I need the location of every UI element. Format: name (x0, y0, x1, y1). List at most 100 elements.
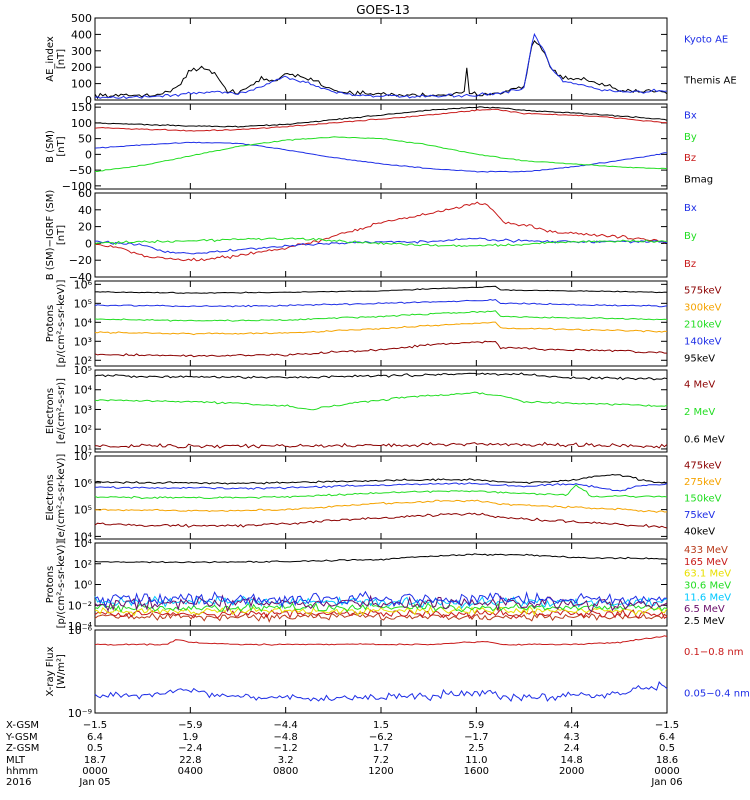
series-line (94, 635, 668, 646)
footer-row-label: X-GSM (6, 720, 39, 731)
panel-6: 10⁴ 10⁵ 10⁶ 10⁷ Electrons [e/(cm²-s-sr-keV)] 4… (45, 450, 722, 543)
footer-value: 0800 (273, 766, 298, 777)
legend-entry: 575keV (684, 286, 722, 297)
legend-entry: 40keV (684, 527, 715, 538)
series-line (94, 590, 668, 609)
series-line (94, 612, 668, 623)
y-tick-label: 10² (74, 423, 92, 436)
panel-3: −40 −20 0 20 40 60 B (SM)−IGRF (SM) [nT] Bx By Bz (45, 187, 697, 284)
y-axis-label: Electrons (45, 388, 56, 434)
series-line (94, 106, 668, 128)
panel-frame (94, 280, 668, 367)
series-line (94, 340, 667, 358)
legend-entry: By (684, 231, 697, 242)
y-tick-label: 100 (71, 117, 92, 130)
legend-entry: By (684, 132, 697, 143)
footer-value: 0000 (82, 766, 107, 777)
y-axis-label: Electrons (45, 474, 56, 520)
legend-entry: 2.5 MeV (684, 616, 725, 627)
series-line (94, 108, 668, 132)
footer-value: 2.4 (564, 743, 580, 754)
y-tick-label: 10¹ (74, 443, 92, 456)
footer-value: 14.8 (561, 755, 583, 766)
panel-1: 0 100 200 300 400 500 AE_index [nT] Kyoto AE Them… (45, 12, 737, 107)
y-tick-label: 10² (74, 558, 92, 571)
panel-frame (94, 17, 668, 101)
y-axis-label: [p/(cm²-s-sr-keV)] (56, 280, 67, 368)
footer-value: 6.4 (659, 732, 675, 743)
series-line (94, 237, 668, 248)
footer-value: 0.5 (659, 743, 675, 754)
panel-2: −100 −50 0 50 100 150 B (SM) [nT] Bx By Bz Bmag (45, 101, 713, 193)
y-tick-label: 0 (85, 148, 92, 161)
footer-row-label: Z-GSM (6, 743, 39, 754)
series-line (94, 298, 668, 308)
legend-entry: 0.05−0.4 nm (684, 688, 750, 699)
y-tick-label: 10² (74, 354, 92, 367)
legend-entry: Bz (684, 153, 696, 164)
y-axis-label: [nT] (56, 136, 67, 156)
y-tick-label: 10³ (74, 335, 92, 348)
panel-7: 10⁻⁴ 10⁻² 10⁰ 10² 10⁴ Protons [p/(cm²-s-sr-keV… (45, 537, 731, 633)
y-tick-label: 10⁴ (74, 384, 93, 397)
series-line (94, 285, 668, 294)
legend-entry: 475keV (684, 460, 722, 471)
y-tick-label: 0 (85, 237, 92, 250)
y-tick-label: 10⁻⁹ (68, 707, 92, 720)
y-tick-label: 300 (71, 45, 92, 58)
footer-value: −1.5 (83, 720, 107, 731)
footer-row-label: MLT (6, 755, 26, 766)
footer-value: 2.5 (468, 743, 484, 754)
footer-value: 7.2 (373, 755, 389, 766)
footer-row-label: Y-GSM (5, 732, 38, 743)
footer-value: −1.5 (655, 720, 679, 731)
series-line (94, 391, 668, 411)
series-line (94, 201, 668, 262)
y-axis-label: B (SM) (45, 130, 56, 163)
footer-value: 22.8 (179, 755, 201, 766)
legend-entry: 6.5 MeV (684, 604, 725, 615)
y-axis-label: [p/(cm²-s-sr-keV)] (56, 541, 67, 629)
legend-entry: 165 MeV (684, 557, 728, 568)
legend-entry: 75keV (684, 510, 715, 521)
y-axis-label: [e/(cm²-s-sr-keV)] (56, 454, 67, 542)
footer-value: 3.2 (278, 755, 294, 766)
legend-entry: Kyoto AE (684, 35, 728, 46)
panel-frame (94, 192, 668, 278)
legend-entry: Bmag (684, 174, 713, 185)
series-line (94, 595, 668, 610)
series-line (94, 482, 668, 492)
y-tick-label: 10⁻⁶ (68, 624, 93, 637)
y-tick-label: −50 (69, 164, 92, 177)
footer-value: 1.7 (373, 743, 389, 754)
footer-value: −6.2 (369, 732, 393, 743)
chart-title: GOES-13 (356, 3, 410, 17)
y-tick-label: 150 (71, 101, 92, 114)
y-tick-label: 10³ (74, 403, 92, 416)
panel-frame (94, 369, 668, 453)
legend-entry: 4 MeV (684, 380, 715, 391)
footer-value: 2000 (559, 766, 584, 777)
y-axis-label: [e/(cm²-s-sr)] (56, 378, 67, 444)
y-tick-label: 10⁴ (74, 537, 93, 550)
series-line (94, 681, 668, 702)
legend-entry: 2 MeV (684, 407, 715, 418)
y-tick-label: −40 (69, 271, 92, 284)
legend-entry: 30.6 MeV (684, 581, 731, 592)
y-axis-label: AE_index (45, 36, 56, 82)
panel-frame (94, 103, 668, 190)
legend-entry: 0.6 MeV (684, 434, 725, 445)
footer-value: 0.5 (87, 743, 103, 754)
y-tick-label: 10⁻² (68, 599, 92, 612)
footer-value: 1.9 (182, 732, 198, 743)
footer-value: 11.0 (465, 755, 487, 766)
y-axis-label: B (SM)−IGRF (SM) (45, 190, 56, 281)
legend-entry: Themis AE (683, 76, 737, 87)
y-tick-label: 10⁶ (74, 477, 93, 490)
footer-value: 1.5 (373, 720, 389, 731)
y-tick-label: 200 (71, 61, 92, 74)
legend-entry: 63.1 MeV (684, 569, 731, 580)
y-tick-label: 10⁷ (74, 450, 92, 463)
footer-value: 5.9 (468, 720, 484, 731)
legend-entry: 300keV (684, 303, 722, 314)
